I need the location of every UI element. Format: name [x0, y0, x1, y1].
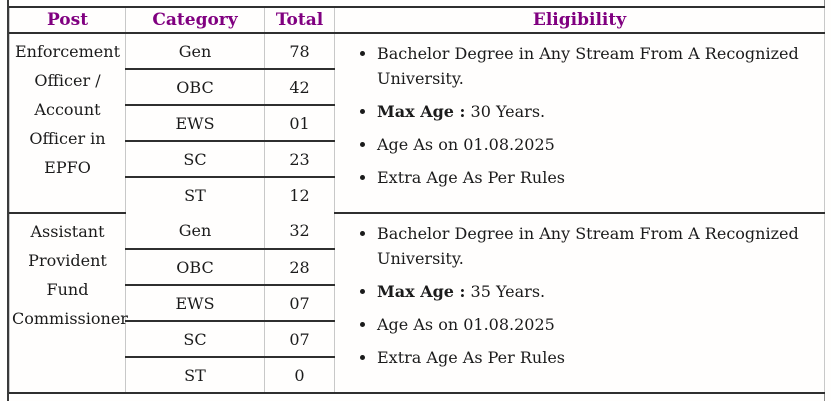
eligibility-text: Extra Age As Per Rules	[377, 168, 566, 187]
category-cell: SC	[125, 321, 265, 358]
total-cell: 28	[264, 249, 335, 286]
eligibility-bullet: Bachelor Degree in Any Stream From A Rec…	[377, 41, 822, 91]
total-cell: 78	[264, 33, 335, 70]
category-row: ST 0	[10, 357, 825, 393]
vacancy-table: Post Category Total Eligibility Enforcem…	[9, 6, 825, 394]
table-header-row: Post Category Total Eligibility	[9, 7, 825, 34]
eligibility-bullet: Age As on 01.08.2025	[377, 132, 822, 157]
category-row: EWS 01	[10, 105, 825, 142]
eligibility-list: Bachelor Degree in Any Stream From A Rec…	[337, 41, 822, 190]
total-cell: 23	[264, 141, 335, 178]
category-cell: EWS	[125, 285, 265, 322]
col-header-post: Post	[9, 7, 126, 34]
col-header-eligibility: Eligibility	[334, 7, 825, 34]
category-cell: ST	[125, 357, 265, 393]
category-cell: SC	[125, 141, 265, 178]
total-cell: 07	[264, 285, 335, 322]
eligibility-bullet: Max Age : 30 Years.	[377, 99, 822, 124]
eligibility-text: Bachelor Degree in Any Stream From A Rec…	[377, 224, 799, 268]
eligibility-cell: Bachelor Degree in Any Stream From A Rec…	[334, 33, 825, 214]
category-row: SC 23	[10, 141, 825, 178]
total-cell: 42	[264, 69, 335, 106]
eligibility-cell: Bachelor Degree in Any Stream From A Rec…	[334, 213, 825, 393]
eligibility-text: 35 Years.	[465, 282, 546, 301]
eligibility-text: 30 Years.	[465, 102, 546, 121]
eligibility-text: Age As on 01.08.2025	[377, 315, 555, 334]
category-cell: EWS	[125, 105, 265, 142]
category-row: EWS 07	[10, 285, 825, 322]
category-cell: Gen	[125, 213, 265, 250]
eligibility-bullet: Bachelor Degree in Any Stream From A Rec…	[377, 221, 822, 271]
category-cell: ST	[125, 177, 265, 213]
eligibility-bold-text: Max Age :	[377, 102, 466, 121]
category-cell: OBC	[125, 249, 265, 286]
post-block: Assistant Provident Fund Commissioner Gen…	[9, 213, 825, 393]
category-cell: OBC	[125, 69, 265, 106]
col-header-category: Category	[125, 7, 265, 34]
vacancy-table-wrap: Post Category Total Eligibility Enforcem…	[7, 0, 825, 401]
col-header-total: Total	[264, 7, 335, 34]
eligibility-text: Age As on 01.08.2025	[377, 135, 555, 154]
eligibility-bullet: Extra Age As Per Rules	[377, 345, 822, 370]
eligibility-bold-text: Max Age :	[377, 282, 466, 301]
eligibility-bullet: Max Age : 35 Years.	[377, 279, 822, 304]
category-row: Enforcement Officer / Account Officer in…	[9, 33, 825, 214]
category-row: Assistant Provident Fund Commissioner Gen…	[9, 213, 825, 393]
category-row: OBC 42	[10, 69, 825, 106]
eligibility-text: Extra Age As Per Rules	[377, 348, 566, 367]
total-cell: 0	[264, 357, 335, 393]
category-row: ST 12	[10, 177, 825, 213]
total-cell: 12	[264, 177, 335, 213]
eligibility-bullet: Age As on 01.08.2025	[377, 312, 822, 337]
eligibility-list: Bachelor Degree in Any Stream From A Rec…	[337, 221, 822, 370]
eligibility-text: Bachelor Degree in Any Stream From A Rec…	[377, 44, 799, 88]
category-cell: Gen	[125, 33, 265, 70]
post-cell: Enforcement Officer / Account Officer in…	[9, 33, 126, 214]
post-cell: Assistant Provident Fund Commissioner	[9, 213, 128, 393]
total-cell: 01	[264, 105, 335, 142]
eligibility-bullet: Extra Age As Per Rules	[377, 165, 822, 190]
category-row: SC 07	[10, 321, 825, 358]
post-block: Enforcement Officer / Account Officer in…	[9, 33, 825, 214]
category-row: OBC 28	[10, 249, 825, 286]
total-cell: 32	[264, 213, 335, 250]
total-cell: 07	[264, 321, 335, 358]
